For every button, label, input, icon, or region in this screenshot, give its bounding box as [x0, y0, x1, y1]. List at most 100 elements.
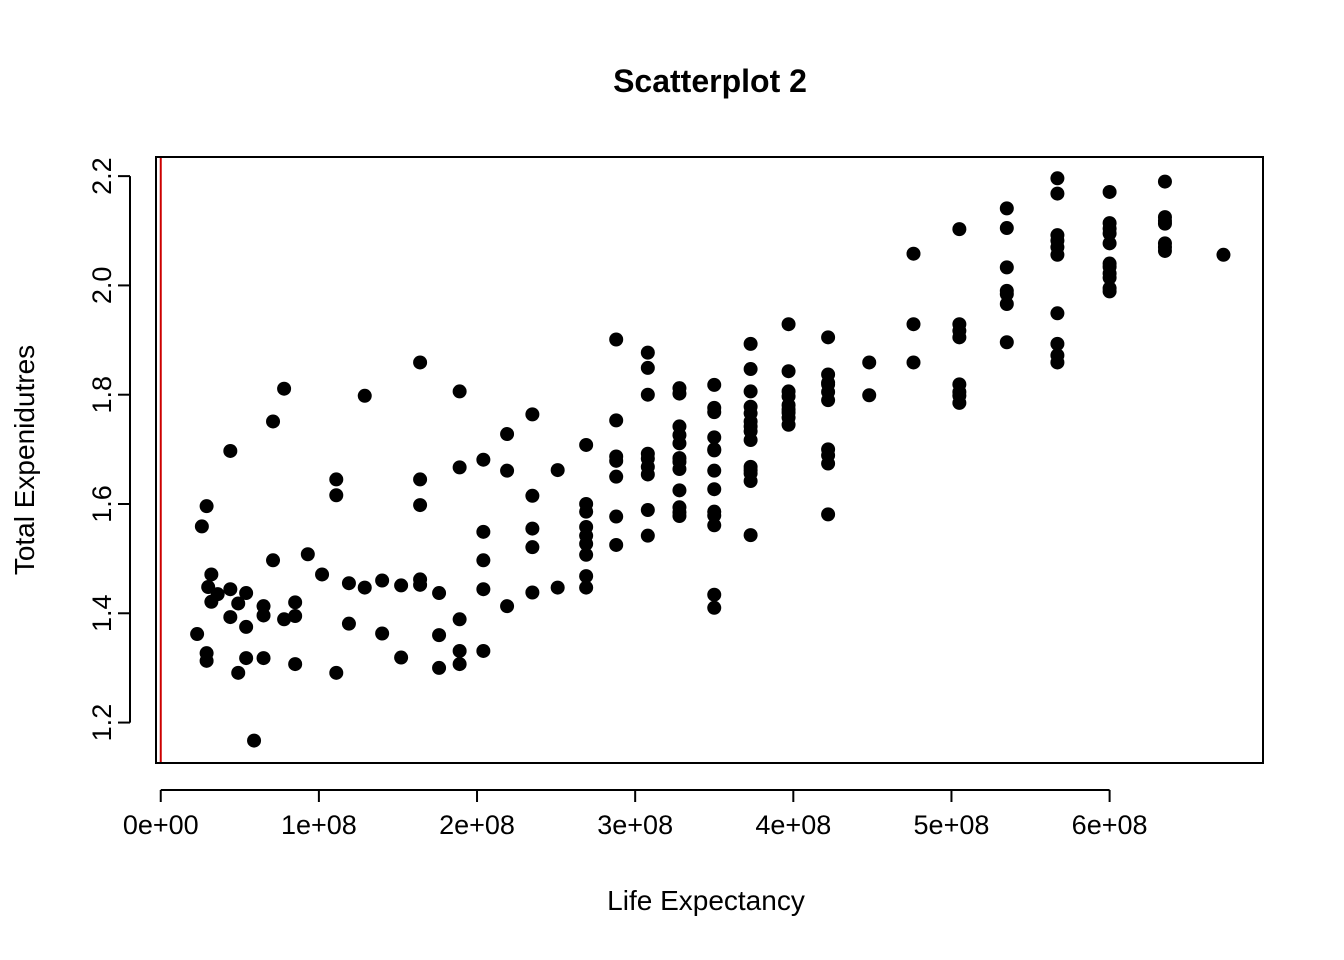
data-point: [413, 472, 428, 487]
data-point: [999, 201, 1014, 216]
data-point: [239, 651, 254, 666]
data-point: [1050, 247, 1065, 262]
x-tick-label: 3e+08: [597, 810, 673, 840]
data-point: [743, 474, 758, 489]
data-point: [210, 587, 225, 602]
data-point: [952, 222, 967, 237]
data-point: [432, 660, 447, 675]
data-point: [579, 547, 594, 562]
data-point: [394, 650, 409, 665]
data-point: [707, 405, 722, 420]
data-point: [1216, 247, 1231, 262]
data-point: [341, 616, 356, 631]
data-point: [190, 627, 205, 642]
data-point: [452, 460, 467, 475]
x-tick-label: 5e+08: [914, 810, 990, 840]
y-axis-label: Total Expenidutres: [9, 345, 40, 575]
x-tick-label: 0e+00: [123, 810, 199, 840]
data-point: [672, 509, 687, 524]
data-point: [952, 395, 967, 410]
data-point: [452, 643, 467, 658]
data-point: [1157, 243, 1172, 258]
data-point: [413, 577, 428, 592]
data-point: [394, 578, 409, 593]
data-point: [194, 519, 209, 534]
data-point: [999, 335, 1014, 350]
data-point: [341, 576, 356, 591]
data-point: [256, 651, 271, 666]
data-point: [999, 260, 1014, 275]
data-point: [239, 586, 254, 601]
data-point: [452, 612, 467, 627]
data-point: [743, 528, 758, 543]
data-point: [1102, 270, 1117, 285]
data-point: [862, 355, 877, 370]
data-point: [1157, 216, 1172, 231]
x-tick-label: 4e+08: [755, 810, 831, 840]
data-point: [707, 587, 722, 602]
data-point: [1050, 306, 1065, 321]
data-point: [952, 330, 967, 345]
data-point: [640, 502, 655, 517]
data-point: [500, 427, 515, 442]
data-point: [476, 452, 491, 467]
data-point: [579, 437, 594, 452]
data-point: [476, 553, 491, 568]
data-point: [707, 518, 722, 533]
data-point: [862, 388, 877, 403]
data-point: [707, 463, 722, 478]
data-point: [781, 417, 796, 432]
data-point: [223, 443, 238, 458]
data-point: [452, 657, 467, 672]
data-point: [525, 407, 540, 422]
data-point: [707, 482, 722, 497]
data-point: [906, 317, 921, 332]
data-point: [609, 469, 624, 484]
data-point: [1157, 174, 1172, 189]
data-point: [672, 483, 687, 498]
data-point: [476, 582, 491, 597]
data-point: [476, 643, 491, 658]
data-point: [579, 536, 594, 551]
data-point: [375, 573, 390, 588]
data-point: [231, 665, 246, 680]
data-point: [781, 364, 796, 379]
data-point: [288, 609, 303, 624]
data-point: [672, 386, 687, 401]
data-point: [525, 585, 540, 600]
data-point: [609, 332, 624, 347]
data-point: [579, 569, 594, 584]
data-point: [375, 626, 390, 641]
data-point: [999, 221, 1014, 236]
data-point: [204, 567, 219, 582]
data-point: [1102, 226, 1117, 241]
data-point: [500, 463, 515, 478]
data-point: [266, 553, 281, 568]
data-point: [277, 381, 292, 396]
y-tick-label: 1.4: [87, 595, 117, 633]
data-point: [357, 580, 372, 595]
data-point: [288, 657, 303, 672]
x-axis-label: Life Expectancy: [607, 885, 805, 916]
y-tick-label: 1.8: [87, 376, 117, 414]
data-point: [609, 453, 624, 468]
data-point: [579, 580, 594, 595]
data-point: [821, 330, 836, 345]
data-point: [256, 608, 271, 623]
data-point: [300, 547, 315, 562]
data-point: [525, 521, 540, 536]
data-point: [672, 462, 687, 477]
data-point: [239, 619, 254, 634]
y-tick-label: 2.2: [87, 157, 117, 195]
data-point: [432, 586, 447, 601]
data-point: [707, 377, 722, 392]
data-point: [781, 317, 796, 332]
data-point: [1050, 336, 1065, 351]
data-point: [821, 393, 836, 408]
data-point: [432, 628, 447, 643]
data-point: [707, 443, 722, 458]
data-point: [707, 430, 722, 445]
data-point: [906, 246, 921, 261]
data-point: [1102, 284, 1117, 299]
